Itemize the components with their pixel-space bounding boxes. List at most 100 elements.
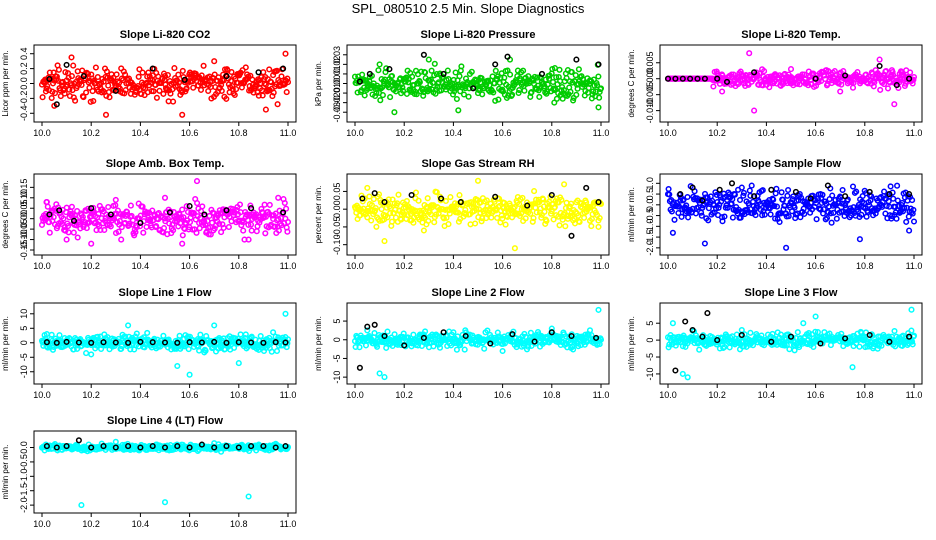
data-point [899,199,906,206]
flagged-points [664,62,913,89]
data-point [46,229,53,236]
data-points [664,50,918,114]
data-point [595,73,602,80]
flagged-point [201,211,208,218]
data-point [767,211,774,218]
figure-title: SPL_080510 2.5 Min. Slope Diagnostics [352,1,585,16]
flagged-point [75,339,82,346]
data-points [664,182,918,251]
data-point [381,238,388,245]
x-tick-label: 11.0 [906,390,923,400]
flagged-point [595,199,602,206]
data-point [125,322,132,329]
data-point [458,63,465,70]
data-point [211,71,218,78]
flagged-point [386,66,393,73]
data-point [361,92,368,99]
data-point [46,219,53,226]
data-point [783,342,790,349]
data-point [679,370,686,377]
y-tick-label: 0.01 [332,65,342,83]
data-point [170,227,177,234]
data-point [442,197,449,205]
data-point [179,232,186,239]
data-point [665,185,672,193]
data-point [56,332,63,339]
data-point [197,86,205,93]
y-tick-label: -1.5 [19,483,29,499]
data-point [88,240,95,247]
data-point [785,186,792,194]
plot-frame [346,302,610,385]
flagged-point [716,186,723,193]
data-point [829,192,836,199]
flagged-point [381,332,388,340]
x-tick-label: 10.8 [543,261,561,271]
panel-title: Slope Gas Stream RH [421,158,534,170]
flagged-point [100,339,107,346]
data-point [440,73,447,81]
y-tick-label: 5 [19,326,29,331]
data-point [90,97,97,105]
y-axis-label: ml/min per min. [627,316,636,371]
data-point [416,79,423,86]
data-points [38,178,292,247]
data-point [553,74,560,81]
flagged-point [356,78,363,85]
flagged-point [906,75,913,82]
flagged-point [595,61,602,68]
data-point [561,181,568,188]
data-point [131,232,138,239]
flagged-point [248,339,255,346]
data-point [909,210,916,217]
data-point [830,209,837,216]
data-point [527,210,534,217]
flagged-point [260,339,267,346]
data-point [88,351,95,358]
x-tick-label: 10.6 [181,261,199,271]
data-point [669,320,676,327]
data-point [70,346,77,353]
data-point [368,202,375,209]
y-tick-label: -0.4 [19,106,29,122]
x-tick-label: 10.6 [807,128,825,138]
data-point [272,210,279,217]
x-tick-label: 10.8 [856,128,874,138]
data-point [247,202,254,209]
data-point [196,347,203,354]
data-point [366,193,373,200]
data-point [812,328,819,335]
flagged-point [280,65,287,72]
panel-title: Slope Amb. Box Temp. [106,158,225,170]
panel-3: Slope Li-820 Temp. degrees C per min. 10.0… [627,29,923,138]
data-point [64,223,72,230]
data-point [79,67,86,74]
data-point [410,219,417,226]
data-point [223,95,230,102]
data-point [738,326,745,334]
data-point [812,313,819,320]
panel-title: Slope Li-820 Pressure [421,29,536,41]
data-point [684,374,691,381]
x-tick-label: 10.8 [543,390,561,400]
data-point [752,212,759,219]
data-point [133,224,140,231]
data-point [785,213,792,220]
data-point [556,222,563,229]
flagged-point [440,329,447,336]
flagged-point [112,444,119,451]
data-point [283,205,290,212]
y-axis-label: ml/min per min. [627,187,636,242]
data-point [575,212,582,219]
data-point [877,86,884,93]
flagged-point [568,232,575,239]
data-point [685,214,692,221]
data-point [893,215,900,222]
data-point [772,190,779,197]
data-point [501,199,508,206]
data-point [211,58,218,65]
data-point [746,50,753,57]
data-point [907,69,914,76]
data-point [107,223,114,230]
x-tick-label: 11.0 [906,261,923,271]
